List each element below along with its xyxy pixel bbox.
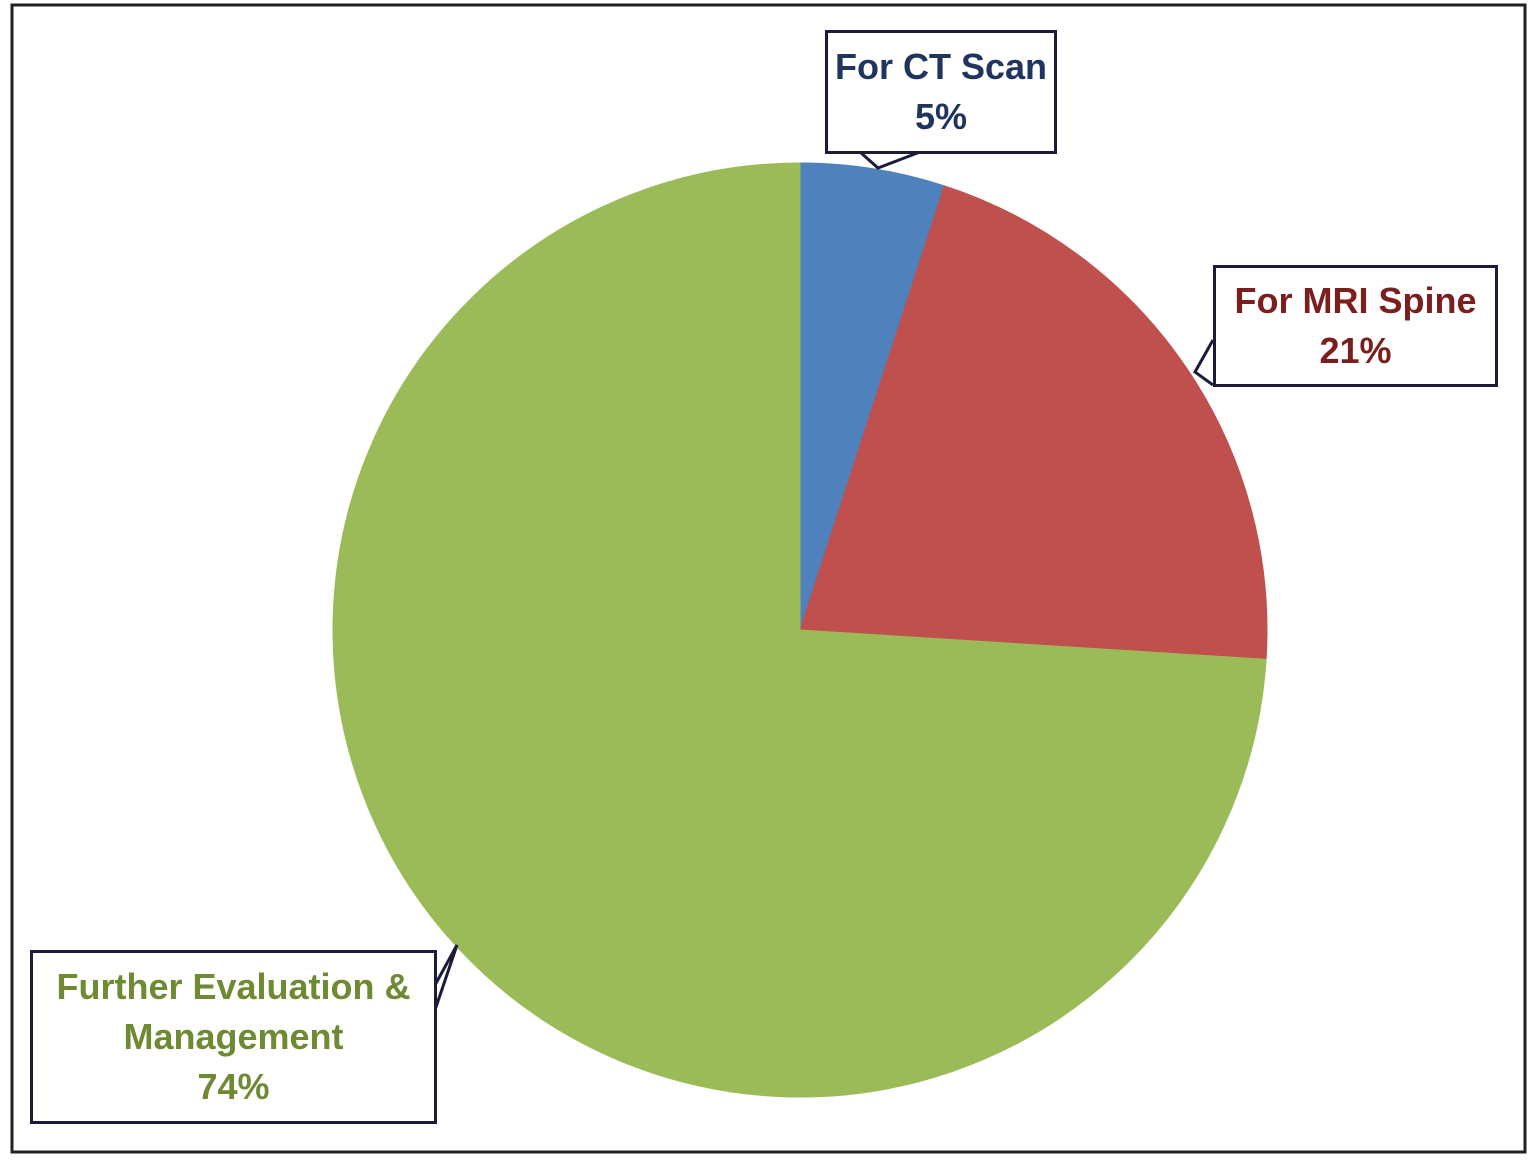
label-value: 21% xyxy=(1319,330,1392,371)
leader-line xyxy=(433,944,459,1011)
label-name: Further Evaluation & Management xyxy=(56,966,411,1057)
label-name: For CT Scan xyxy=(834,46,1048,87)
pie xyxy=(332,162,1268,1098)
label-value: 5% xyxy=(914,96,968,137)
data-label: Further Evaluation & Management 74% xyxy=(30,950,437,1124)
data-label: For CT Scan 5% xyxy=(825,30,1057,154)
leader-line xyxy=(1193,339,1215,387)
pie-slice xyxy=(799,162,945,631)
pie-slice xyxy=(799,185,1268,660)
leader-line xyxy=(859,150,921,170)
label-value: 74% xyxy=(197,1066,270,1107)
pie-slice xyxy=(332,162,1267,1098)
data-label: For MRI Spine 21% xyxy=(1213,265,1498,387)
label-name: For MRI Spine xyxy=(1234,280,1477,321)
